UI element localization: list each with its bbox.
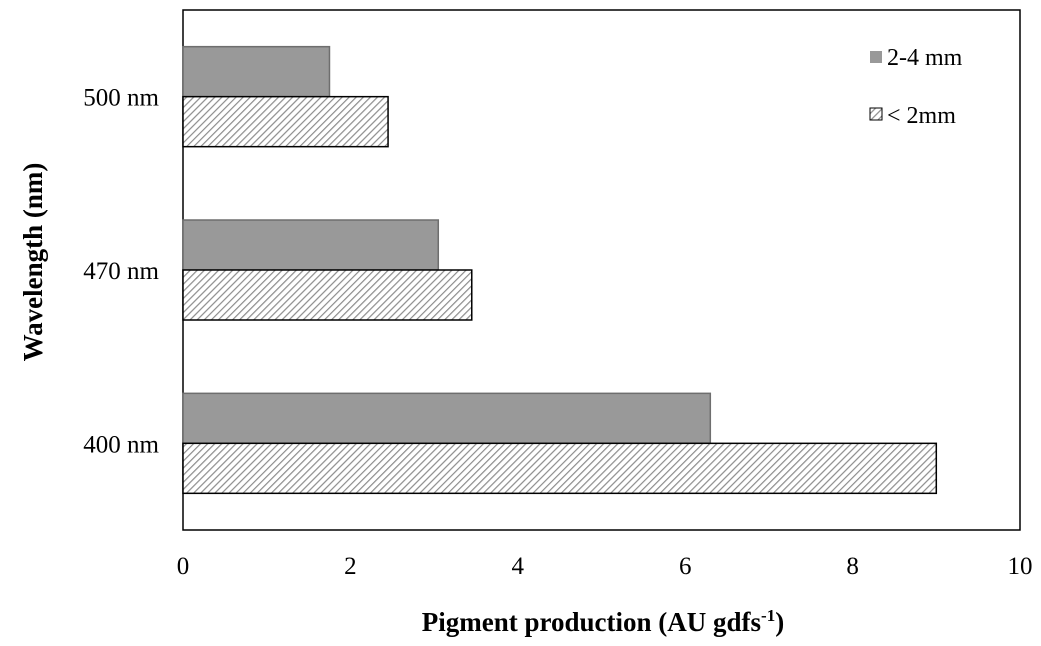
y-axis-title: Wavelength (nm) (18, 163, 48, 362)
x-axis-title-superscript: -1 (761, 606, 775, 625)
x-tick-label: 6 (679, 553, 692, 580)
bar-400nm-series-1 (182, 392, 712, 445)
category-label: 470 nm (83, 258, 159, 285)
x-axis-title-main: Pigment production (AU gdfs (422, 607, 761, 637)
bar-500nm-series-2 (182, 95, 389, 148)
legend: 2-4 mm < 2mm (869, 45, 963, 129)
bar-470nm-series-1 (182, 219, 440, 271)
bar-500nm-series-1 (182, 45, 331, 98)
legend-swatch-2-4mm (870, 51, 882, 63)
x-tick-label: 2 (344, 553, 357, 580)
x-tick-label: 4 (512, 553, 525, 580)
category-label: 400 nm (83, 431, 159, 458)
x-tick-label: 10 (1008, 553, 1033, 580)
bars (182, 45, 938, 495)
x-axis-title-suffix: ) (775, 607, 784, 637)
bar-400nm-series-2 (182, 442, 938, 495)
legend-label-lt-2mm: < 2mm (887, 103, 956, 129)
x-tick-labels: 0 2 4 6 8 10 (177, 553, 1033, 580)
bar-470nm-series-2 (182, 269, 473, 321)
category-labels: 400 nm 470 nm 500 nm (83, 85, 159, 459)
x-axis-title: Pigment production (AU gdfs-1) (422, 606, 784, 637)
x-tick-label: 0 (177, 553, 190, 580)
legend-label-2-4mm: 2-4 mm (887, 45, 963, 71)
category-label: 500 nm (83, 85, 159, 112)
legend-swatch-lt-2mm (869, 107, 883, 121)
x-tick-label: 8 (846, 553, 859, 580)
